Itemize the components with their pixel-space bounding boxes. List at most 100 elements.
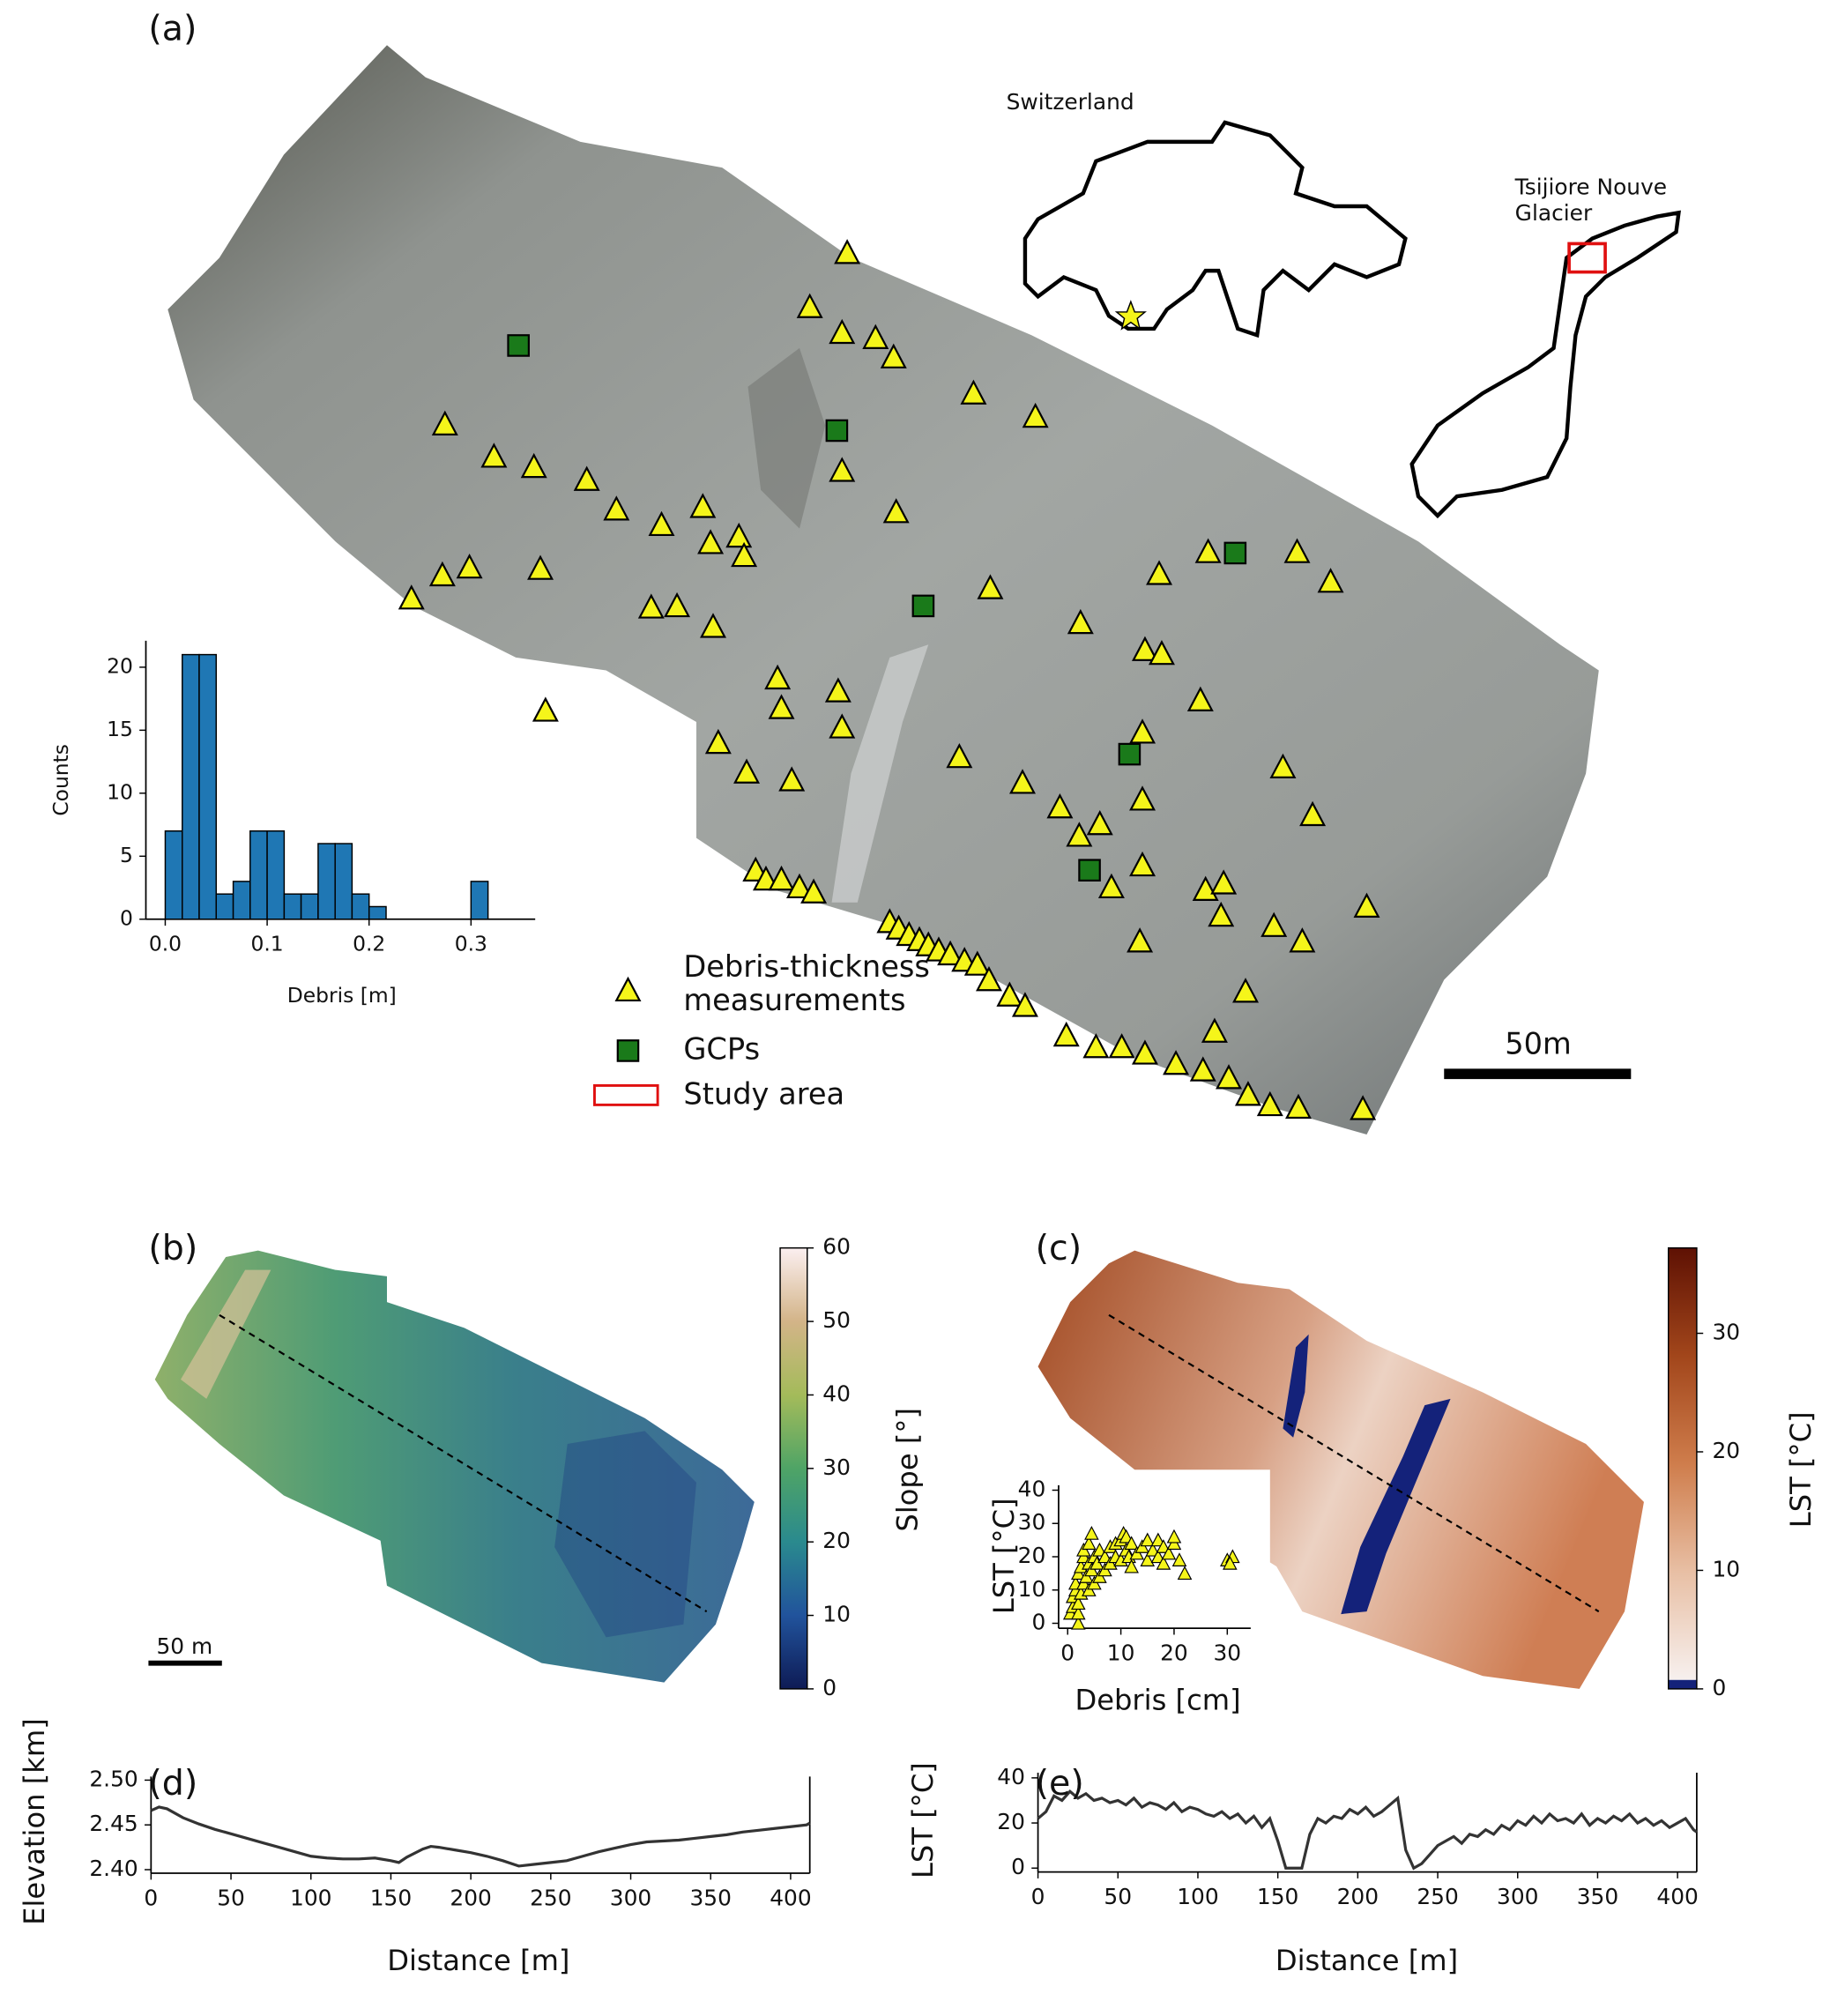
tick-label: 30 bbox=[1018, 1509, 1046, 1535]
debris-site bbox=[882, 498, 910, 524]
study-area-box bbox=[1567, 242, 1607, 274]
debris-site bbox=[431, 410, 458, 435]
scatter-point bbox=[1089, 1555, 1104, 1570]
location-star bbox=[1114, 300, 1147, 331]
switzerland-outline bbox=[1023, 120, 1408, 338]
debris-site bbox=[977, 574, 1004, 599]
debris-site bbox=[603, 495, 630, 521]
tick-label: 0 bbox=[822, 1675, 837, 1700]
colorbar-frame bbox=[1668, 1246, 1698, 1690]
debris-site bbox=[1131, 1039, 1158, 1065]
debris-site bbox=[456, 554, 483, 579]
histogram-bar bbox=[249, 829, 268, 920]
debris-site bbox=[1097, 873, 1125, 899]
tick-label: 40 bbox=[997, 1764, 1025, 1789]
inset-glacier-label: Tsijiore Nouve bbox=[1514, 175, 1667, 200]
debris-site bbox=[1350, 1095, 1377, 1120]
scatter-point bbox=[1223, 1555, 1238, 1570]
gcp bbox=[911, 594, 935, 618]
tick-label: 0 bbox=[1011, 1854, 1025, 1879]
scatter-point bbox=[1071, 1615, 1086, 1630]
debris-site bbox=[573, 465, 600, 491]
panel-label: (c) bbox=[1036, 1228, 1082, 1268]
x-axis-label: Debris [m] bbox=[287, 983, 397, 1008]
gcp bbox=[825, 419, 849, 443]
debris-site bbox=[1201, 1017, 1228, 1043]
debris-site bbox=[1234, 1081, 1261, 1106]
tick-label: 400 bbox=[770, 1885, 811, 1910]
scatter-point bbox=[1161, 1545, 1177, 1560]
debris-site bbox=[1189, 1056, 1216, 1082]
glacier-outline bbox=[1409, 210, 1682, 519]
tick-label: 50 bbox=[822, 1307, 851, 1333]
tick-label: 300 bbox=[1497, 1884, 1538, 1909]
debris-site bbox=[1082, 1033, 1110, 1059]
tick-label: 250 bbox=[530, 1885, 571, 1910]
x-axis-label: Distance [m] bbox=[1275, 1944, 1458, 1977]
legend-label: Debris-thickness bbox=[683, 949, 930, 984]
debris-site bbox=[963, 950, 991, 976]
debris-site bbox=[1283, 538, 1311, 563]
histogram-bar bbox=[266, 829, 286, 920]
panel-label: (b) bbox=[148, 1228, 197, 1268]
tick-label: 15 bbox=[107, 717, 133, 741]
gcp bbox=[1118, 742, 1142, 766]
debris-site bbox=[1148, 639, 1175, 666]
debris-site bbox=[1261, 911, 1288, 937]
legend-study-area bbox=[592, 1083, 659, 1106]
debris-site bbox=[960, 379, 987, 405]
tick-label: 0.1 bbox=[250, 932, 283, 956]
tick-label: 350 bbox=[690, 1885, 732, 1910]
profile-line bbox=[219, 1313, 708, 1613]
tick-label: 150 bbox=[370, 1885, 412, 1910]
debris-site bbox=[768, 694, 795, 719]
scatter-point bbox=[1177, 1566, 1193, 1581]
glacier-orthophoto bbox=[167, 45, 1599, 1135]
debris-site bbox=[1131, 636, 1158, 661]
debris-site bbox=[1127, 927, 1154, 953]
debris-site bbox=[1163, 1050, 1190, 1075]
map-markers bbox=[398, 239, 1380, 1120]
histogram-bar bbox=[351, 893, 370, 920]
debris-site bbox=[700, 613, 726, 638]
debris-site bbox=[975, 966, 1002, 992]
debris-site bbox=[796, 293, 823, 318]
debris-site bbox=[1353, 892, 1380, 918]
debris-site bbox=[1067, 608, 1094, 635]
debris-site bbox=[637, 593, 665, 619]
tick-label: 20 bbox=[1160, 1640, 1188, 1665]
inset-glacier-label: Glacier bbox=[1515, 200, 1593, 226]
cold-ice bbox=[1341, 1398, 1451, 1615]
tick-label: 0.2 bbox=[353, 932, 385, 956]
legend-label: measurements bbox=[683, 983, 905, 1017]
colorbar bbox=[1668, 1247, 1697, 1680]
tick-label: 30 bbox=[1213, 1640, 1241, 1665]
debris-site bbox=[996, 981, 1023, 1007]
scatter-point bbox=[1103, 1555, 1118, 1570]
debris-site bbox=[1210, 869, 1238, 895]
panel-label: (a) bbox=[148, 9, 197, 49]
histogram-bar bbox=[368, 905, 387, 920]
tick-label: 0 bbox=[144, 1885, 158, 1910]
debris-site bbox=[1186, 686, 1214, 711]
scatter-point bbox=[1079, 1569, 1094, 1583]
debris-site bbox=[1022, 402, 1049, 428]
histogram-bar bbox=[182, 653, 200, 920]
debris-site bbox=[1299, 800, 1327, 827]
scatter-point bbox=[1140, 1552, 1156, 1566]
tick-label: 100 bbox=[1177, 1884, 1218, 1909]
slope-band bbox=[554, 1431, 696, 1638]
scatter-point bbox=[1092, 1569, 1107, 1583]
debris-site bbox=[480, 443, 508, 468]
debris-site bbox=[1317, 568, 1344, 593]
scatter-point bbox=[1166, 1536, 1182, 1551]
tick-label: 0 bbox=[1712, 1675, 1726, 1700]
debris-site bbox=[946, 742, 973, 769]
profile-line bbox=[150, 1805, 811, 1868]
tick-label: 20 bbox=[997, 1809, 1025, 1834]
tick-label: 250 bbox=[1417, 1884, 1458, 1909]
scatter-point bbox=[1084, 1526, 1099, 1540]
histogram-bar bbox=[215, 893, 234, 920]
colorbar-under bbox=[1668, 1679, 1697, 1689]
inset-country-label: Switzerland bbox=[1007, 89, 1134, 115]
